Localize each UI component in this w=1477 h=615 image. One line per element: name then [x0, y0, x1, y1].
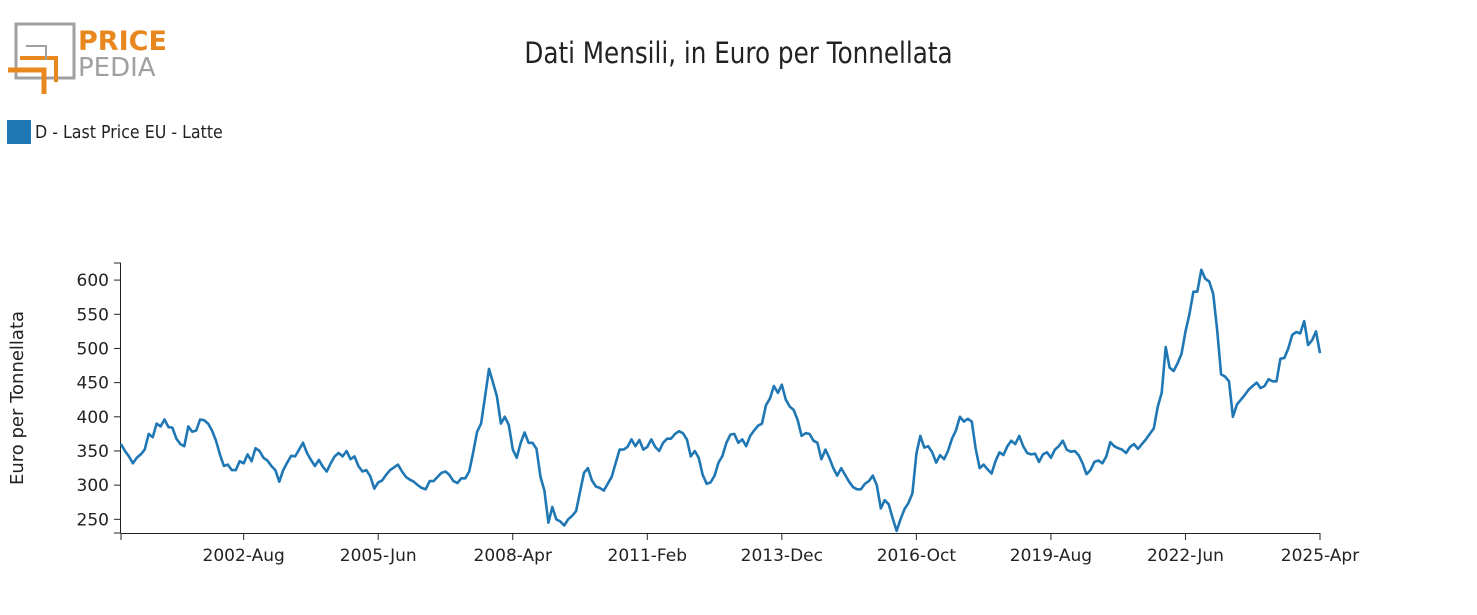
chart-title: Dati Mensili, in Euro per Tonnellata — [524, 36, 953, 70]
y-tick-label: 250 — [77, 510, 109, 530]
y-tick-label: 450 — [77, 374, 109, 394]
x-tick-label: 2005-Jun — [340, 546, 417, 566]
series-line[interactable] — [119, 268, 1322, 533]
x-tick-label: 2025-Apr — [1281, 546, 1359, 566]
logo-word-pedia: PEDIA — [78, 53, 156, 83]
logo-corner-gray — [26, 45, 47, 60]
y-tick-label: 500 — [77, 339, 109, 359]
x-tick-label: 2011-Feb — [608, 546, 688, 566]
y-tick-label: 350 — [77, 442, 109, 462]
y-tick-label: 300 — [77, 476, 109, 496]
x-tick-label: 2019-Aug — [1010, 546, 1092, 566]
logo-corner-outer — [8, 67, 47, 94]
logo-corner-inner — [20, 56, 58, 82]
legend[interactable]: D - Last Price EU - Latte — [7, 120, 248, 144]
x-tick-label: 2016-Oct — [877, 546, 957, 566]
x-axis: 2002-Aug 2005-Jun 2008-Apr 2011-Feb 2013-Dec… — [120, 533, 1359, 566]
x-tick-label: 2022-Jun — [1147, 546, 1224, 566]
x-tick-label: 2013-Dec — [741, 546, 823, 566]
legend-label: D - Last Price EU - Latte — [35, 121, 223, 143]
logo-word-price: PRICE — [78, 26, 166, 57]
y-tick-label: 550 — [77, 305, 109, 325]
y-tick-label: 400 — [77, 408, 109, 428]
y-tick-label: 600 — [77, 271, 109, 291]
y-axis: 250 300 350 400 450 500 550 600 — [77, 262, 121, 534]
legend-swatch — [7, 120, 31, 144]
pricepedia-logo: PRICE PEDIA — [8, 22, 166, 94]
series-group — [119, 268, 1322, 533]
x-tick-label: 2002-Aug — [203, 546, 285, 566]
x-tick-label: 2008-Apr — [474, 546, 552, 566]
y-axis-title: Euro per Tonnellata — [7, 311, 28, 485]
